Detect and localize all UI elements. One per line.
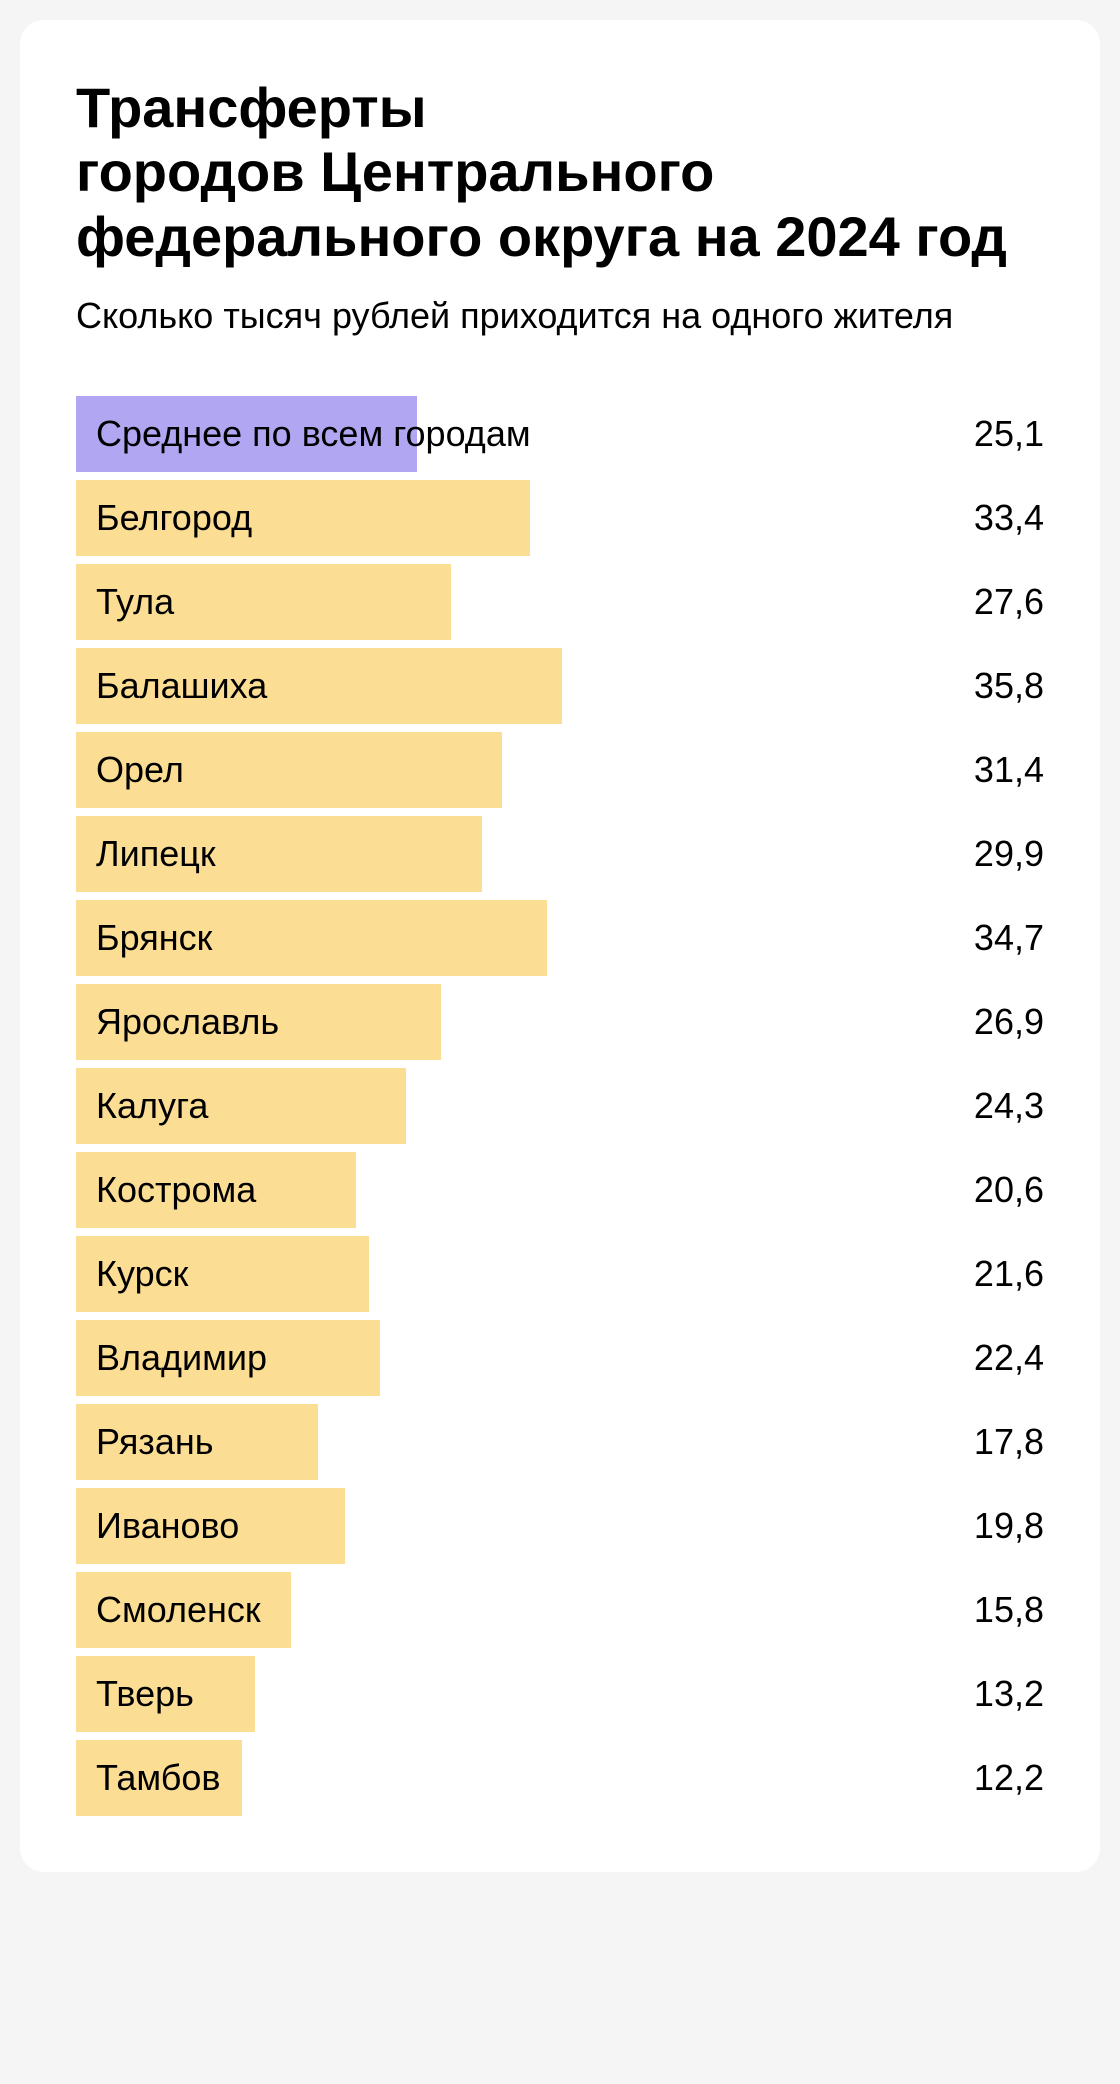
bar-label-wrap: Тамбов	[96, 1740, 221, 1816]
bar-label: Рязань	[96, 1421, 213, 1463]
bar-row: Тамбов 12,2	[76, 1740, 1044, 1816]
bar-row: Рязань 17,8	[76, 1404, 1044, 1480]
bar-value: 21,6	[934, 1253, 1044, 1295]
bar-label-wrap: Среднее по всем городам	[96, 396, 531, 472]
bar-label-wrap: Тула	[96, 564, 174, 640]
bar-area: Рязань	[76, 1404, 918, 1480]
bar-label-wrap: Липецк	[96, 816, 216, 892]
bar-label: Кострома	[96, 1169, 256, 1211]
bar-value: 19,8	[934, 1505, 1044, 1547]
bar-row: Иваново 19,8	[76, 1488, 1044, 1564]
bar-label: Среднее по всем городам	[96, 413, 531, 455]
bar-label-wrap: Балашиха	[96, 648, 267, 724]
bar-row: Калуга 24,3	[76, 1068, 1044, 1144]
bar-area: Кострома	[76, 1152, 918, 1228]
bar-label-wrap: Иваново	[96, 1488, 239, 1564]
bar-row: Кострома 20,6	[76, 1152, 1044, 1228]
bar-area: Липецк	[76, 816, 918, 892]
bar-label: Тула	[96, 581, 174, 623]
bar-area: Владимир	[76, 1320, 918, 1396]
bar-value: 24,3	[934, 1085, 1044, 1127]
bar-area: Балашиха	[76, 648, 918, 724]
bar-area: Калуга	[76, 1068, 918, 1144]
bar-label: Балашиха	[96, 665, 267, 707]
bar-row: Смоленск 15,8	[76, 1572, 1044, 1648]
chart-card: Трансферты городов Центрального федераль…	[20, 20, 1100, 1872]
bar-area: Тула	[76, 564, 918, 640]
bar-label: Белгород	[96, 497, 252, 539]
bar-area: Иваново	[76, 1488, 918, 1564]
bar-area: Смоленск	[76, 1572, 918, 1648]
bar-label: Курск	[96, 1253, 188, 1295]
bar-area: Тамбов	[76, 1740, 918, 1816]
bar-row: Орел 31,4	[76, 732, 1044, 808]
bar-label: Липецк	[96, 833, 216, 875]
bar-row: Тула 27,6	[76, 564, 1044, 640]
bar-label: Владимир	[96, 1337, 267, 1379]
bar-label: Брянск	[96, 917, 212, 959]
bar-value: 26,9	[934, 1001, 1044, 1043]
bar-label-wrap: Брянск	[96, 900, 212, 976]
bar-label-wrap: Тверь	[96, 1656, 194, 1732]
bar-area: Курск	[76, 1236, 918, 1312]
bar-value: 34,7	[934, 917, 1044, 959]
bar-label: Тверь	[96, 1673, 194, 1715]
bar-area: Ярославль	[76, 984, 918, 1060]
bar-value: 31,4	[934, 749, 1044, 791]
bar-value: 13,2	[934, 1673, 1044, 1715]
bar-value: 12,2	[934, 1757, 1044, 1799]
bar-label-wrap: Смоленск	[96, 1572, 261, 1648]
bar-label: Ярославль	[96, 1001, 279, 1043]
bar-label: Тамбов	[96, 1757, 221, 1799]
bar-label-wrap: Владимир	[96, 1320, 267, 1396]
bar-row: Курск 21,6	[76, 1236, 1044, 1312]
bar-label: Смоленск	[96, 1589, 261, 1631]
bar-label: Орел	[96, 749, 184, 791]
bar-label-wrap: Курск	[96, 1236, 188, 1312]
bar-row: Балашиха 35,8	[76, 648, 1044, 724]
bar-value: 20,6	[934, 1169, 1044, 1211]
bar-area: Среднее по всем городам	[76, 396, 918, 472]
bar-label: Иваново	[96, 1505, 239, 1547]
bar-value: 35,8	[934, 665, 1044, 707]
bar-value: 22,4	[934, 1337, 1044, 1379]
bar-value: 27,6	[934, 581, 1044, 623]
bar-row: Брянск 34,7	[76, 900, 1044, 976]
bar-value: 15,8	[934, 1589, 1044, 1631]
bar-label-wrap: Ярославль	[96, 984, 279, 1060]
bar-row: Ярославль 26,9	[76, 984, 1044, 1060]
bar-row: Липецк 29,9	[76, 816, 1044, 892]
chart-title: Трансферты городов Центрального федераль…	[76, 76, 1044, 269]
bar-label-wrap: Белгород	[96, 480, 252, 556]
bar-chart: Среднее по всем городам 25,1 Белгород 33,4 Т…	[76, 396, 1044, 1816]
bar-row: Белгород 33,4	[76, 480, 1044, 556]
bar-label-wrap: Орел	[96, 732, 184, 808]
bar-area: Тверь	[76, 1656, 918, 1732]
bar-label-wrap: Калуга	[96, 1068, 208, 1144]
bar-area: Брянск	[76, 900, 918, 976]
bar-area: Белгород	[76, 480, 918, 556]
bar-value: 33,4	[934, 497, 1044, 539]
bar-value: 29,9	[934, 833, 1044, 875]
bar-area: Орел	[76, 732, 918, 808]
bar-label: Калуга	[96, 1085, 208, 1127]
bar-row: Владимир 22,4	[76, 1320, 1044, 1396]
bar-row: Тверь 13,2	[76, 1656, 1044, 1732]
bar-label-wrap: Рязань	[96, 1404, 213, 1480]
bar-label-wrap: Кострома	[96, 1152, 256, 1228]
bar-value: 25,1	[934, 413, 1044, 455]
bar-row: Среднее по всем городам 25,1	[76, 396, 1044, 472]
chart-subtitle: Сколько тысяч рублей приходится на одног…	[76, 293, 1044, 340]
bar-value: 17,8	[934, 1421, 1044, 1463]
